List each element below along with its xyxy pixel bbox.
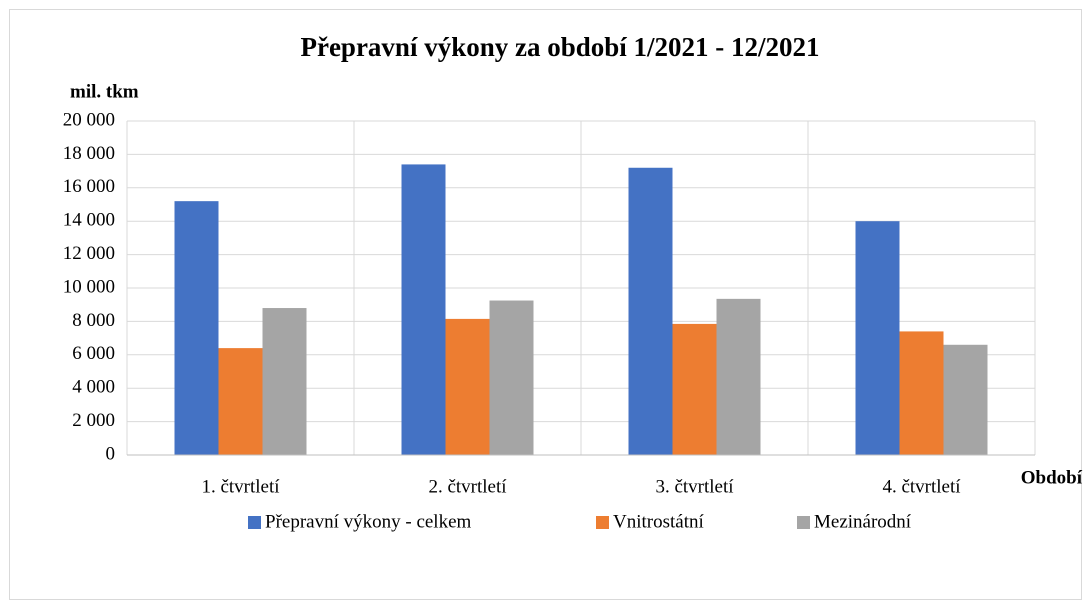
bar (262, 308, 307, 455)
bar (628, 167, 673, 455)
chart-title: Přepravní výkony za období 1/2021 - 12/2… (300, 32, 819, 62)
y-tick-label: 0 (106, 443, 116, 464)
y-tick-label: 8 000 (72, 310, 115, 331)
y-tick-label: 20 000 (63, 109, 115, 130)
x-tick-label: 3. čtvrtletí (655, 476, 734, 497)
legend-swatch (596, 516, 609, 529)
legend-label: Přepravní výkony - celkem (265, 511, 472, 532)
y-tick-label: 10 000 (63, 276, 115, 297)
bar (855, 221, 900, 455)
bar (716, 298, 761, 455)
y-tick-label: 4 000 (72, 377, 115, 398)
y-tick-label: 12 000 (63, 243, 115, 264)
bar (218, 348, 263, 455)
y-tick-label: 18 000 (63, 143, 115, 164)
x-axis-label: Období (1021, 467, 1083, 488)
legend-label: Vnitrostátní (613, 511, 704, 532)
bar (445, 318, 490, 455)
y-tick-label: 2 000 (72, 410, 115, 431)
bar (672, 323, 717, 455)
y-tick-label: 6 000 (72, 343, 115, 364)
x-tick-label: 4. čtvrtletí (882, 476, 961, 497)
bar (401, 164, 446, 456)
bar (899, 331, 944, 455)
x-tick-label: 2. čtvrtletí (428, 476, 507, 497)
y-axis-label: mil. tkm (70, 81, 139, 102)
x-tick-label: 1. čtvrtletí (201, 476, 280, 497)
legend-label: Mezinárodní (814, 511, 912, 532)
y-tick-label: 16 000 (63, 176, 115, 197)
bar (489, 300, 534, 455)
legend-swatch (797, 516, 810, 529)
bar (943, 344, 988, 455)
legend-swatch (248, 516, 261, 529)
y-tick-label: 14 000 (63, 210, 115, 231)
bar (174, 201, 219, 455)
chart-border (9, 9, 1082, 600)
